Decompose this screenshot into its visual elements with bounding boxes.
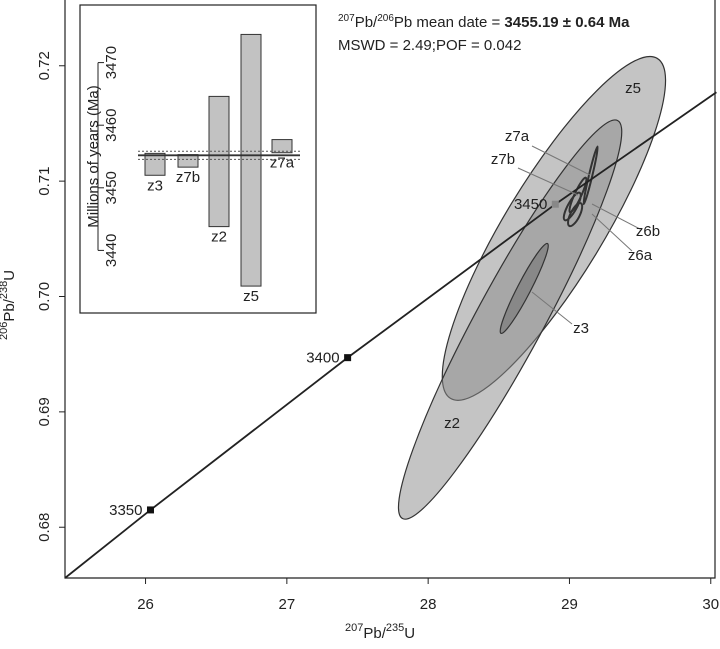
ellipse-label: z6a (628, 247, 653, 264)
age-marker (551, 200, 559, 208)
stats: MSWD = 2.49;POF = 0.042 (338, 37, 521, 54)
ellipse-label: z6b (636, 223, 660, 240)
y-tick-label: 0.70 (36, 282, 53, 311)
ellipse-label: z2 (444, 415, 460, 432)
ellipse-label: z3 (573, 320, 589, 337)
inset-bar-label: z7b (176, 169, 200, 186)
leader-line (531, 291, 573, 325)
age-label: 3350 (109, 502, 142, 519)
age-marker (344, 354, 352, 362)
leader-line (531, 145, 591, 176)
inset-bar (144, 152, 166, 176)
x-tick-label: 28 (420, 596, 437, 613)
x-axis-label: 207Pb/235U (345, 622, 415, 642)
x-tick-label: 30 (702, 596, 719, 613)
y-tick-label: 0.72 (36, 51, 53, 80)
age-label: 3400 (306, 350, 339, 367)
inset-bar (177, 154, 199, 168)
y-tick-label: 0.68 (36, 513, 53, 542)
y-axis-label: 206Pb/238U (0, 270, 18, 340)
annotation: 207Pb/206Pb mean date = 3455.19 ± 0.64 M… (338, 13, 630, 31)
inset-bar-label: z2 (211, 229, 227, 246)
ellipse-label: z7a (505, 128, 530, 145)
age-marker (146, 506, 154, 514)
inset-bar (271, 139, 293, 154)
ellipse-label: z7b (491, 151, 515, 168)
x-tick-label: 26 (137, 596, 154, 613)
inset-bar-label: z5 (243, 288, 259, 305)
leader-line (517, 167, 579, 196)
inset-bar (208, 95, 230, 228)
leader-line (591, 213, 633, 252)
y-tick-label: 0.69 (36, 397, 53, 426)
inset-bar (240, 33, 262, 287)
ellipse-label: z5 (625, 80, 641, 97)
inset-bar-label: z7a (270, 155, 295, 172)
inset-tick-label: 3450 (103, 171, 120, 204)
error-ellipse (567, 202, 584, 228)
plot-layer: 3350 3400 3450 z5 z2 z3 z7a z7b z6b z6a (64, 55, 717, 579)
age-label: 3450 (514, 196, 547, 213)
error-ellipse (562, 191, 582, 222)
error-ellipse (499, 242, 549, 335)
y-tick-label: 0.71 (36, 167, 53, 196)
inset-tick-label: 3470 (103, 46, 120, 79)
x-tick-label: 27 (279, 596, 296, 613)
inset-tick-label: 3440 (103, 234, 120, 267)
leader-line (591, 203, 641, 230)
inset-y-label: Millions of years (Ma) (85, 85, 102, 228)
inset-tick-label: 3460 (103, 109, 120, 142)
inset-bar-label: z3 (147, 177, 163, 194)
axes-frame (64, 0, 716, 579)
x-tick-label: 29 (561, 596, 578, 613)
